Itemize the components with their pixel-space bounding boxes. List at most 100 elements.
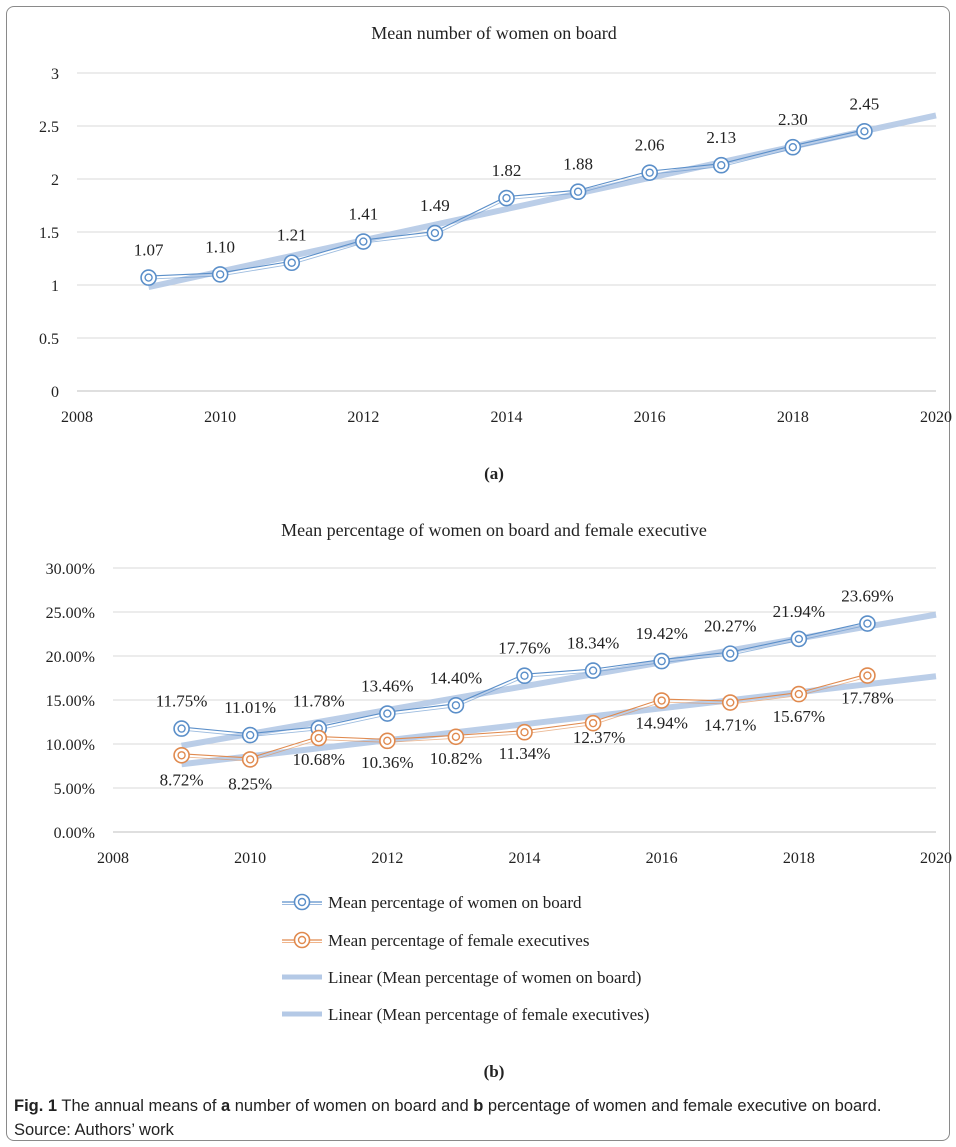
y-tick-label-a-1: 0.5 [39, 331, 59, 348]
data-label-b-0-1: 11.01% [224, 698, 276, 717]
x-tick-label-a-5: 2018 [777, 409, 809, 426]
data-point-b-0-0 [173, 720, 190, 737]
data-label-a-0-9: 2.30 [778, 110, 808, 129]
data-point-b-0-4 [447, 696, 465, 714]
data-point-a-0-10 [856, 123, 873, 140]
data-point-inner-b-1-6 [588, 718, 598, 728]
chart-panel-a: Mean number of women on board 0 0.5 1 1.5 2 2… [39, 23, 952, 483]
data-label-b-1-5: 11.34% [499, 744, 551, 763]
data-label-b-1-10: 17.78% [841, 689, 893, 708]
caption-text-3: percentage of women and female executive… [14, 1097, 882, 1139]
data-point-b-1-0 [173, 746, 190, 764]
x-tick-label-b-6: 2020 [920, 850, 952, 867]
y-tick-label-a-6: 3 [51, 66, 59, 83]
data-point-b-1-9 [790, 685, 808, 703]
data-point-inner-b-1-1 [245, 755, 255, 764]
figure-frame [6, 6, 950, 1141]
legend-item-female-executives: Mean percentage of female executives [282, 931, 589, 950]
data-label-b-1-2: 10.68% [293, 750, 345, 769]
y-tick-label-b-6: 30.00% [46, 561, 95, 578]
figure-caption: Fig. 1 The annual means of a number of w… [14, 1094, 914, 1142]
x-tick-label-a-2: 2012 [347, 409, 379, 426]
data-point-inner-b-0-10 [863, 619, 872, 628]
data-label-a-0-6: 1.88 [563, 155, 593, 174]
legend-label-women-on-board: Mean percentage of women on board [328, 893, 582, 912]
data-point-inner-b-1-10 [863, 671, 872, 680]
data-label-b-1-0: 8.72% [160, 770, 204, 789]
legend-marker-inner-female-executives [297, 935, 307, 945]
data-point-inner-a-0-7 [645, 168, 654, 177]
data-point-b-1-1 [241, 751, 259, 768]
y-tick-label-b-0: 0.00% [54, 825, 95, 842]
x-tick-label-b-4: 2016 [646, 850, 678, 867]
data-point-b-0-7 [653, 652, 670, 670]
data-point-b-1-5 [516, 723, 533, 741]
data-label-a-0-3: 1.41 [348, 205, 378, 224]
data-point-inner-b-0-9 [794, 634, 804, 644]
legend-label-linear-female-executives: Linear (Mean percentage of female execut… [328, 1005, 649, 1024]
legend-marker-female-executives [293, 931, 311, 949]
data-point-b-1-7 [653, 692, 670, 709]
data-point-inner-a-0-0 [144, 273, 153, 282]
trendline-b-0 [181, 611, 937, 749]
caption-text-1: The annual means of [57, 1097, 221, 1115]
x-tick-label-a-3: 2014 [491, 409, 523, 426]
data-label-b-1-7: 14.94% [635, 714, 687, 733]
y-tick-label-b-3: 15.00% [46, 693, 95, 710]
data-point-a-0-3 [355, 233, 372, 250]
data-point-a-0-1 [211, 266, 229, 283]
data-label-b-0-2: 11.78% [293, 691, 345, 710]
x-tick-label-b-3: 2014 [509, 850, 541, 867]
caption-text-2: number of women on board and [230, 1097, 474, 1115]
x-tick-label-b-0: 2008 [97, 850, 129, 867]
x-tick-label-a-4: 2016 [634, 409, 666, 426]
chart-a-title: Mean number of women on board [371, 23, 616, 43]
data-label-b-0-0: 11.75% [156, 692, 208, 711]
data-label-a-0-5: 1.82 [492, 161, 522, 180]
data-point-inner-a-0-6 [573, 187, 583, 196]
data-label-b-0-10: 23.69% [841, 587, 893, 606]
data-point-b-0-9 [790, 630, 808, 648]
data-point-a-0-5 [498, 189, 515, 207]
data-point-inner-a-0-3 [359, 237, 368, 246]
legend-label-female-executives: Mean percentage of female executives [328, 931, 589, 950]
data-point-b-0-5 [516, 667, 533, 685]
data-point-b-0-8 [721, 645, 739, 662]
data-point-b-1-10 [859, 667, 876, 684]
panel-b-label: (b) [484, 1062, 505, 1081]
x-tick-label-b-2: 2012 [371, 850, 403, 867]
data-point-a-0-4 [426, 224, 444, 242]
data-point-inner-b-0-6 [588, 666, 598, 675]
y-tick-label-a-2: 1 [51, 278, 59, 295]
y-tick-label-b-5: 25.00% [46, 605, 95, 622]
panel-a-label: (a) [484, 464, 504, 483]
data-point-b-0-1 [241, 726, 259, 744]
data-point-inner-a-0-5 [502, 193, 511, 203]
data-point-b-0-10 [859, 615, 876, 632]
y-tick-label-b-4: 20.00% [46, 649, 95, 666]
y-tick-label-a-5: 2.5 [39, 119, 59, 136]
data-point-inner-a-0-8 [717, 161, 726, 170]
data-label-b-1-3: 10.36% [361, 753, 413, 772]
data-point-inner-a-0-9 [788, 142, 798, 152]
chart-b-title: Mean percentage of women on board and fe… [281, 520, 707, 540]
data-point-inner-b-1-4 [451, 732, 461, 741]
legend-marker-inner-women-on-board [297, 897, 307, 907]
data-point-inner-a-0-10 [860, 127, 869, 136]
data-label-a-0-10: 2.45 [850, 94, 880, 113]
x-tick-label-a-0: 2008 [61, 409, 93, 426]
data-label-b-1-6: 12.37% [573, 728, 625, 747]
caption-figure-number: Fig. 1 [14, 1097, 58, 1115]
data-point-inner-b-1-9 [794, 689, 804, 699]
x-tick-label-b-1: 2010 [234, 850, 266, 867]
trendline-a-0 [147, 112, 937, 291]
data-point-inner-b-0-7 [657, 656, 666, 666]
data-label-a-0-1: 1.10 [205, 237, 235, 256]
data-point-inner-b-1-5 [520, 728, 529, 737]
data-point-b-1-6 [584, 714, 602, 732]
data-point-inner-b-0-8 [726, 649, 735, 658]
data-label-b-0-3: 13.46% [361, 677, 413, 696]
data-label-b-1-1: 8.25% [228, 774, 272, 793]
data-label-b-0-5: 17.76% [498, 639, 550, 658]
data-point-b-0-6 [584, 662, 602, 679]
